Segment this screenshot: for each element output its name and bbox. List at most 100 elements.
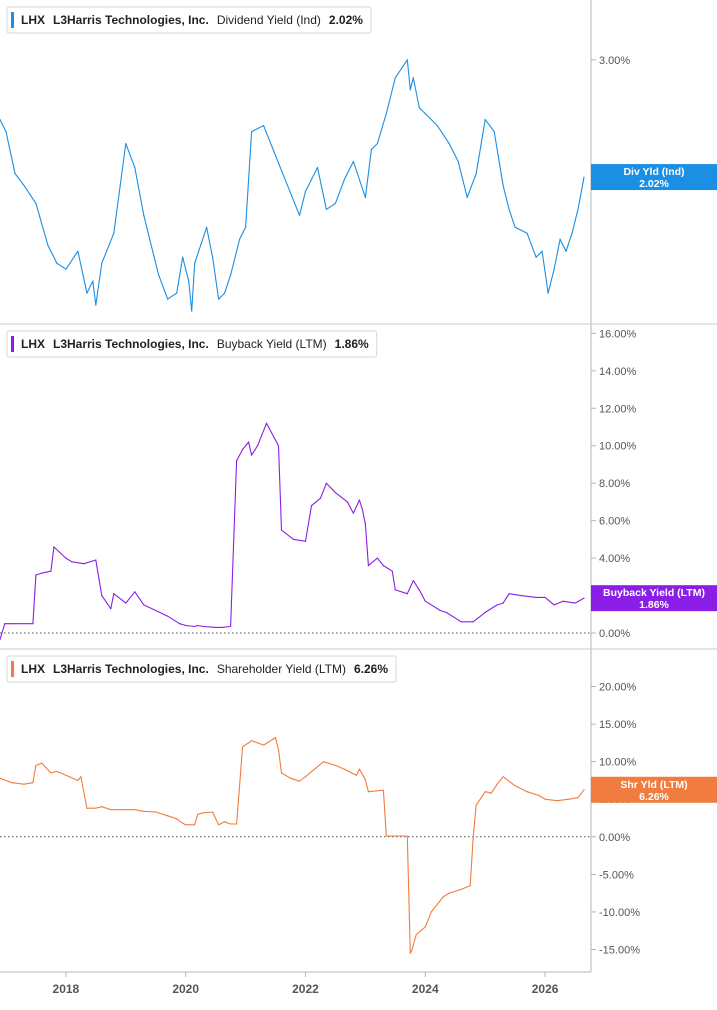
data-point [86,292,88,294]
data-point [544,798,546,800]
data-point [520,594,522,597]
data-point [394,77,396,79]
data-point [143,214,145,216]
data-point [182,256,184,258]
data-point [256,445,259,447]
data-point [334,491,337,494]
data-point [65,774,67,776]
data-point [203,625,205,628]
value-badge-value: 2.02% [639,178,669,190]
data-point [167,615,169,617]
data-point [32,623,34,625]
data-point [158,274,160,276]
y-tick-label: 10.00% [599,441,637,453]
data-point [475,804,477,806]
data-point [364,779,366,781]
data-point [355,774,357,776]
data-point [406,59,408,61]
data-point [197,624,199,627]
data-point [370,148,372,151]
data-point [325,208,328,210]
series-line [0,59,585,312]
data-point [5,130,7,133]
data-point [101,262,103,264]
data-point [86,807,88,809]
data-point [167,298,169,300]
data-point [134,809,136,811]
data-point [250,740,253,742]
data-point [185,624,187,627]
header-company: L3Harris Technologies, Inc. [53,662,209,676]
data-point [526,232,528,234]
data-point [265,422,268,424]
data-point [565,250,567,252]
series-line [0,737,585,954]
data-point [424,926,426,928]
y-tick-label: 12.00% [599,403,637,415]
data-point [415,933,417,936]
data-point [439,609,441,612]
data-point [277,749,280,751]
y-tick-label: 20.00% [599,682,637,694]
y-tick-label: -5.00% [599,869,634,881]
data-point [8,623,10,625]
data-point [77,779,79,782]
data-point [230,625,232,628]
data-point [448,142,450,145]
data-point [484,119,486,121]
data-point [298,214,301,216]
y-tick-label: 3.00% [599,55,630,67]
data-point [235,823,238,825]
data-point [535,596,537,599]
data-point [538,794,540,797]
data-point [514,226,516,228]
data-point [367,791,369,793]
data-point [460,621,462,623]
data-point [367,564,369,567]
data-point [286,184,289,187]
value-badge-label: Shr Yld (LTM) [620,779,687,791]
data-point [577,208,579,210]
data-point [364,196,366,198]
header-box [6,330,378,358]
header-metric: Dividend Yield (Ind) [217,13,321,27]
data-point [250,454,253,456]
data-point [247,441,250,443]
value-badge [591,164,717,191]
data-point [430,911,432,913]
data-point [238,238,241,240]
data-point [95,304,97,306]
chart-panel-3: 20.00%15.00%10.00%5.00%0.00%-5.00%-10.00… [0,648,717,956]
data-point [556,800,558,802]
y-tick-label: 6.00% [599,516,630,528]
y-tick-label: 0.00% [599,832,630,844]
value-badge-label: Buyback Yield (LTM) [603,587,705,599]
data-point [484,611,486,614]
data-point [424,600,426,602]
data-point [352,160,355,163]
data-point [80,776,82,778]
data-point [406,593,408,595]
data-point [361,508,363,511]
data-point [212,811,214,813]
data-point [574,602,576,604]
data-point [391,570,393,572]
header-ticker: LHX [21,13,45,27]
data-point [35,764,37,767]
data-point [448,892,450,894]
series-color-swatch [11,661,14,677]
data-point [577,797,579,799]
data-point [4,623,6,625]
data-point [176,292,178,294]
data-point [544,596,546,599]
data-point [310,505,313,507]
data-point [322,761,325,763]
data-point [394,589,396,591]
value-badge [591,776,717,803]
data-point [110,809,112,811]
data-point [134,166,136,169]
data-point [559,238,561,240]
data-point [218,298,220,300]
data-point [562,600,564,602]
